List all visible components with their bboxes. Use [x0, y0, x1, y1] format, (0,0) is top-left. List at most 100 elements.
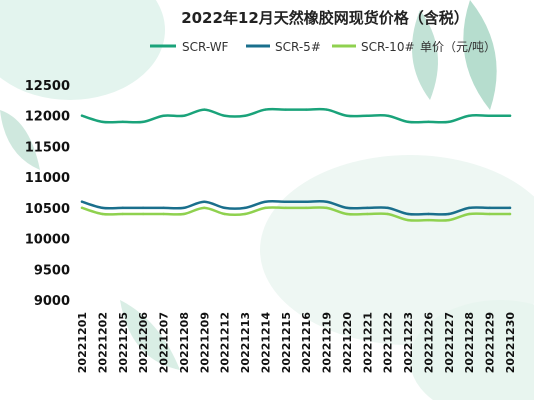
data-point	[80, 206, 84, 210]
x-tick-label: 20221201	[76, 312, 89, 373]
data-point	[264, 206, 267, 210]
y-tick-label: 10500	[25, 202, 70, 217]
data-point	[101, 212, 104, 216]
data-point	[121, 206, 124, 210]
data-point	[162, 114, 165, 117]
leaf-icon	[120, 300, 180, 370]
x-tick-label: 20221212	[219, 312, 232, 373]
x-axis-ticks: 20221201 20221202 20221205 20221206 20221207…	[76, 312, 517, 374]
chart-title: 2022年12月天然橡胶网现货价格（含税）	[181, 9, 469, 27]
x-tick-label: 20221207	[158, 312, 171, 373]
data-point	[508, 206, 512, 210]
data-point	[325, 206, 328, 210]
x-tick-label: 20221229	[484, 312, 497, 373]
y-axis-ticks: 12500 12000 11500 11000 10500 10000 9500 9000	[25, 79, 70, 309]
data-point	[406, 218, 410, 222]
data-point	[488, 114, 491, 117]
data-point	[447, 120, 451, 124]
data-point	[121, 120, 124, 124]
x-tick-label: 20221209	[198, 312, 211, 373]
legend: SCR-WF SCR-5# SCR-10# 单价（元/吨）	[150, 40, 496, 54]
data-point	[162, 212, 165, 216]
x-tick-label: 20221221	[361, 312, 374, 373]
data-point	[508, 212, 512, 216]
data-point	[427, 212, 430, 216]
series-lines	[80, 107, 512, 222]
data-point	[80, 200, 84, 203]
data-point	[264, 200, 267, 203]
x-tick-label: 20221223	[402, 312, 415, 373]
data-point	[203, 206, 206, 210]
data-point	[162, 206, 165, 210]
data-point	[141, 120, 145, 124]
data-point	[243, 206, 247, 210]
data-point	[304, 206, 308, 210]
x-tick-label: 20221226	[422, 312, 435, 374]
data-point	[182, 212, 186, 216]
x-tick-label: 20221216	[300, 312, 313, 374]
y-tick-label: 11500	[25, 140, 70, 155]
data-point	[264, 108, 267, 111]
legend-label-scr-10: SCR-10#	[361, 40, 415, 54]
data-point	[325, 108, 328, 111]
x-tick-label: 20221214	[259, 312, 272, 374]
data-point	[386, 206, 389, 210]
data-point	[141, 206, 145, 210]
leaf-icon	[412, 10, 438, 100]
legend-label-scr-wf: SCR-WF	[182, 40, 229, 54]
x-tick-label: 20221213	[239, 312, 252, 373]
data-point	[366, 114, 369, 117]
leaf-icon	[0, 110, 40, 170]
data-point	[101, 120, 104, 124]
data-point	[243, 212, 247, 216]
data-point	[447, 212, 451, 216]
data-point	[386, 212, 389, 216]
data-point	[508, 114, 512, 117]
data-point	[427, 218, 430, 222]
x-tick-label: 20221208	[178, 312, 191, 373]
x-tick-label: 20221222	[382, 312, 395, 373]
data-point	[203, 108, 206, 111]
x-tick-label: 20221215	[280, 312, 293, 373]
data-point	[284, 206, 288, 210]
data-point	[406, 120, 410, 124]
x-tick-label: 20221220	[341, 312, 354, 374]
data-point	[223, 206, 226, 210]
series-line-1	[80, 200, 512, 216]
data-point	[468, 114, 471, 117]
data-point	[80, 114, 84, 117]
data-point	[406, 212, 410, 216]
x-tick-label: 20221205	[117, 312, 130, 373]
data-point	[488, 206, 491, 210]
data-point	[284, 200, 288, 203]
data-point	[468, 206, 471, 210]
data-point	[223, 114, 226, 117]
y-tick-label: 9500	[34, 263, 70, 278]
series-line-0	[80, 107, 512, 124]
y-tick-label: 10000	[25, 233, 70, 248]
data-point	[304, 200, 308, 203]
data-point	[447, 218, 451, 222]
data-point	[325, 200, 328, 203]
data-point	[101, 206, 104, 210]
data-point	[182, 114, 186, 117]
x-tick-label: 20221227	[443, 312, 456, 373]
x-tick-label: 20221206	[137, 312, 150, 374]
data-point	[203, 200, 206, 203]
data-point	[427, 120, 430, 124]
leaf-icon	[463, 0, 497, 110]
data-point	[284, 108, 288, 111]
data-point	[182, 206, 186, 210]
x-tick-label: 20221228	[463, 312, 476, 373]
x-tick-label: 20221219	[321, 312, 334, 373]
x-tick-label: 20221202	[96, 312, 109, 373]
data-point	[223, 212, 226, 216]
series-line-2	[80, 206, 512, 222]
data-point	[141, 212, 145, 216]
data-point	[386, 114, 389, 117]
data-point	[345, 212, 349, 216]
data-point	[366, 206, 369, 210]
y-tick-label: 9000	[34, 294, 70, 309]
y-tick-label: 12000	[25, 110, 70, 125]
